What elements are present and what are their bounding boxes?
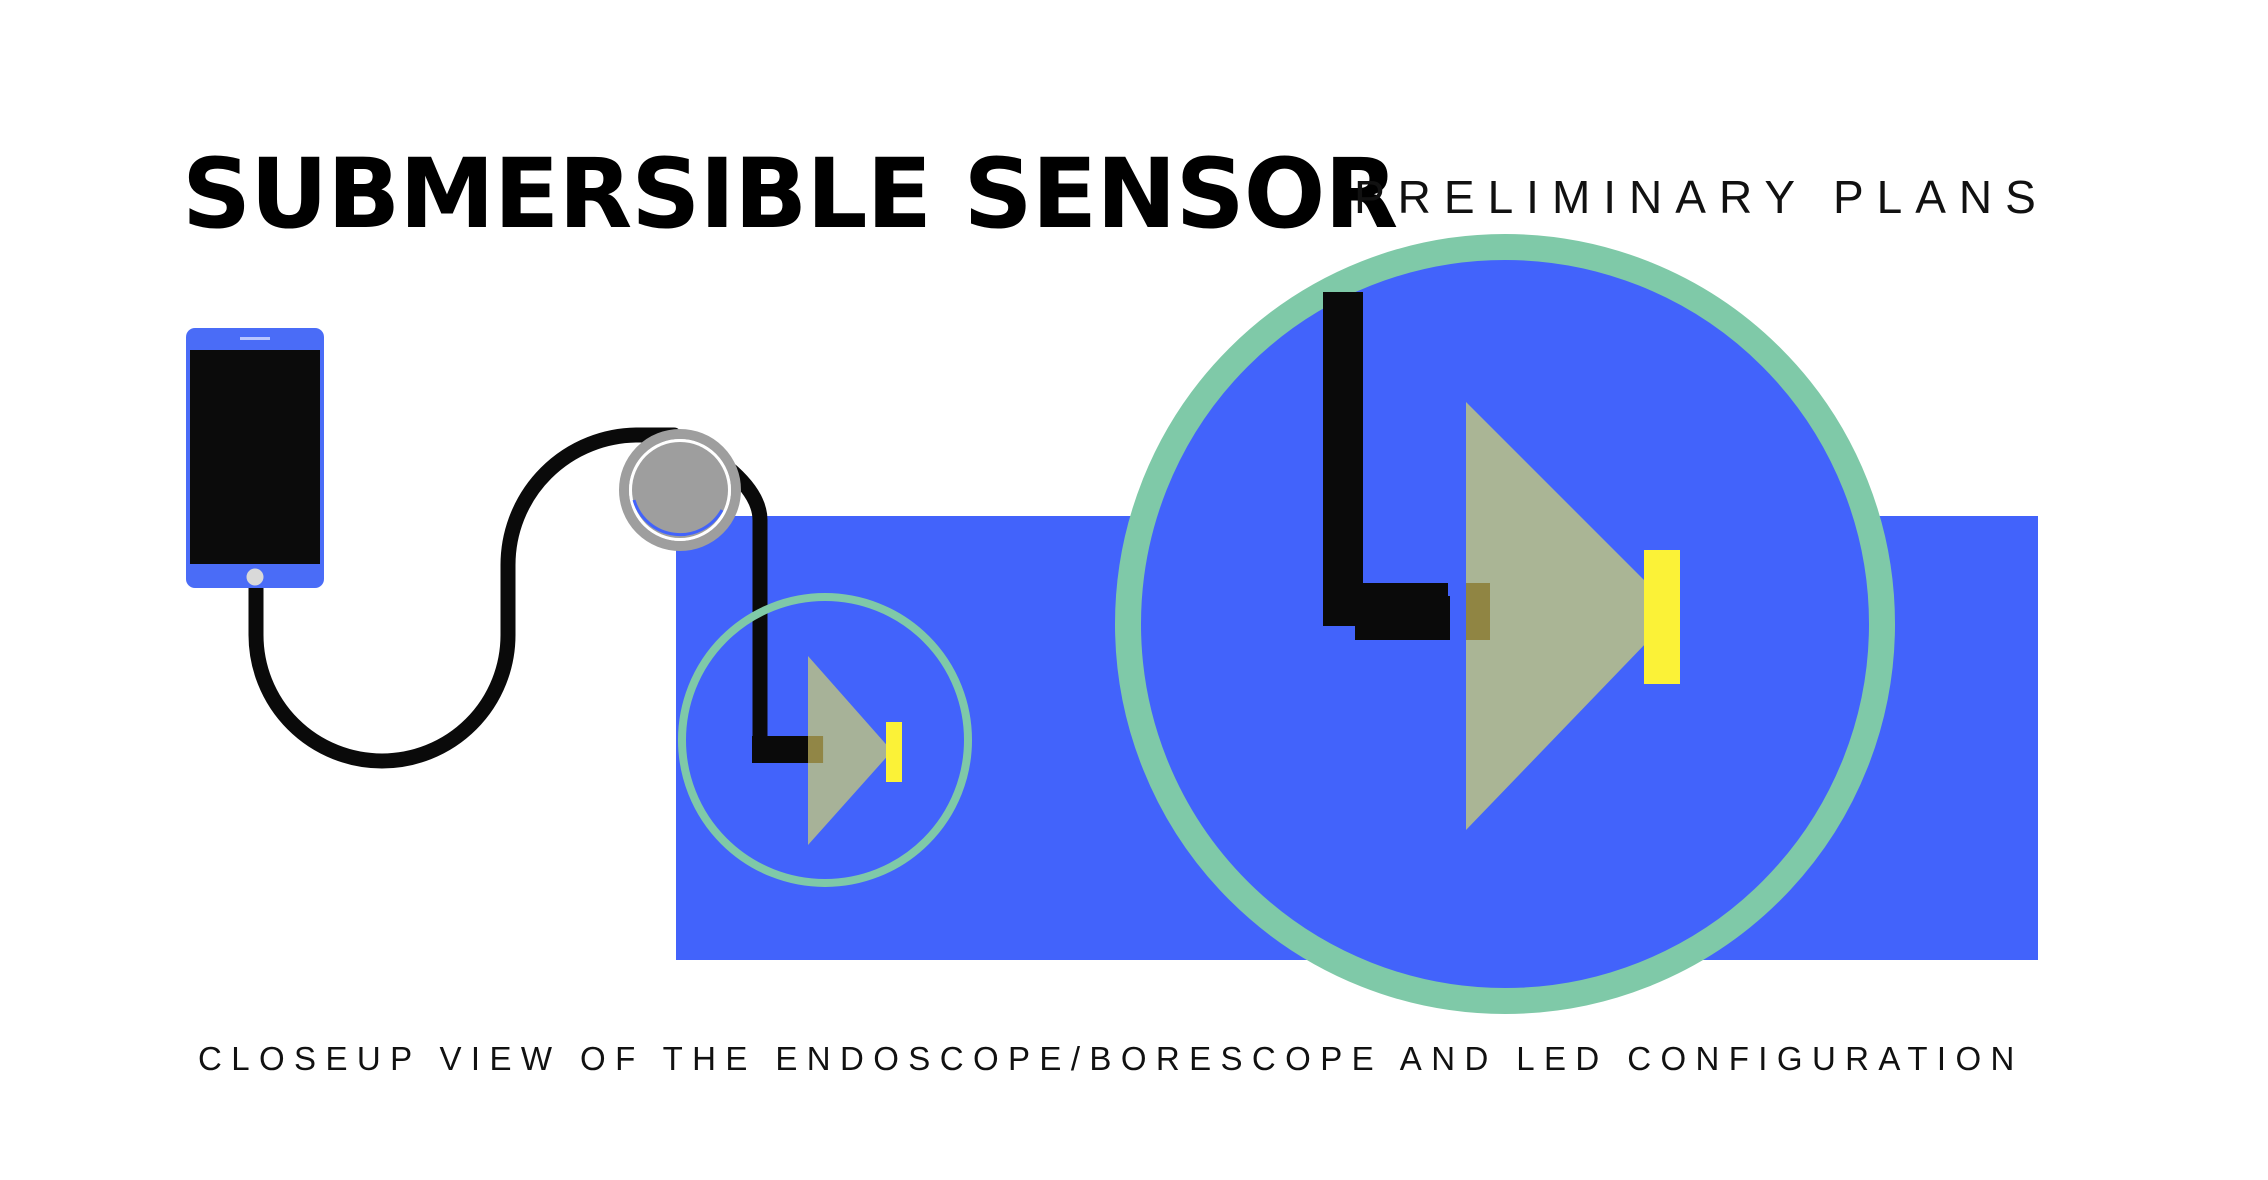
phone-cable — [248, 427, 682, 769]
small-probe — [678, 593, 972, 887]
camera-cone-icon-large — [1466, 402, 1676, 830]
large-closeup — [1115, 234, 1895, 1014]
led-light-icon-large — [1644, 550, 1680, 684]
led-light-icon — [886, 722, 902, 782]
diagram-caption: CLOSEUP VIEW OF THE ENDOSCOPE/BORESCOPE … — [198, 1040, 2024, 1077]
small-closeup-ring — [678, 593, 972, 887]
page-title: SUBMERSIBLE SENSOR — [182, 138, 1398, 250]
cable-reel-icon — [619, 429, 741, 551]
camera-cone-icon — [808, 656, 892, 845]
page-subtitle: PRELIMINARY PLANS — [1354, 171, 2049, 223]
smartphone-icon — [186, 328, 324, 588]
